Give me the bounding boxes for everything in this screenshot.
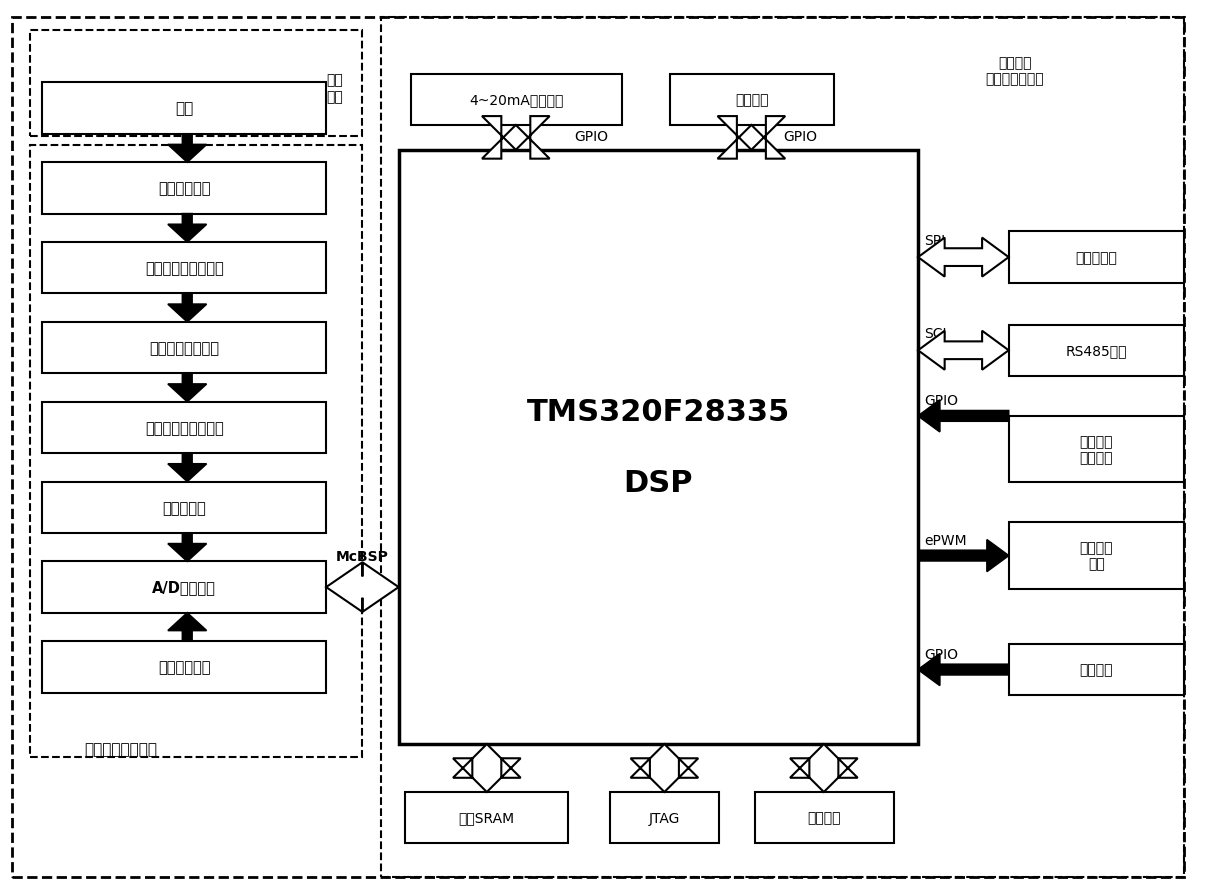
Text: 无源晶振电路: 无源晶振电路 bbox=[158, 660, 210, 674]
Text: 电源掉电
监测电路: 电源掉电 监测电路 bbox=[1080, 434, 1113, 465]
Polygon shape bbox=[168, 454, 207, 482]
FancyBboxPatch shape bbox=[1009, 416, 1184, 483]
Polygon shape bbox=[168, 533, 207, 562]
Polygon shape bbox=[453, 744, 521, 792]
Text: GPIO: GPIO bbox=[574, 130, 608, 144]
Polygon shape bbox=[168, 214, 207, 243]
Polygon shape bbox=[718, 117, 785, 159]
FancyBboxPatch shape bbox=[42, 243, 326, 294]
FancyBboxPatch shape bbox=[610, 792, 719, 843]
Text: A/D采样电路: A/D采样电路 bbox=[152, 580, 216, 595]
Text: 4~20mA电流输出: 4~20mA电流输出 bbox=[469, 93, 564, 107]
FancyBboxPatch shape bbox=[1009, 644, 1184, 696]
Text: 第一级交流放大电路: 第一级交流放大电路 bbox=[145, 261, 223, 276]
Polygon shape bbox=[168, 613, 207, 641]
Text: 复位电路: 复位电路 bbox=[1080, 663, 1113, 677]
FancyBboxPatch shape bbox=[42, 402, 326, 454]
Polygon shape bbox=[918, 331, 1009, 370]
Polygon shape bbox=[168, 294, 207, 323]
FancyBboxPatch shape bbox=[1009, 325, 1184, 377]
Text: ePWM: ePWM bbox=[924, 533, 966, 548]
FancyBboxPatch shape bbox=[405, 792, 568, 843]
FancyBboxPatch shape bbox=[42, 323, 326, 374]
Text: JTAG: JTAG bbox=[649, 811, 680, 825]
Text: 外扩SRAM: 外扩SRAM bbox=[458, 811, 515, 825]
FancyBboxPatch shape bbox=[670, 74, 834, 126]
Text: 第二级交流放大电路: 第二级交流放大电路 bbox=[145, 421, 223, 435]
Text: GPIO: GPIO bbox=[924, 393, 958, 408]
Text: 信号调理采集模块: 信号调理采集模块 bbox=[85, 742, 157, 756]
Text: RS485电路: RS485电路 bbox=[1065, 344, 1127, 358]
Text: 有源晶振: 有源晶振 bbox=[808, 811, 841, 825]
Text: 隔离放大电路: 隔离放大电路 bbox=[158, 182, 210, 196]
FancyBboxPatch shape bbox=[399, 151, 918, 744]
Polygon shape bbox=[168, 135, 207, 163]
FancyBboxPatch shape bbox=[42, 83, 326, 135]
Text: 地
址
线: 地 址 线 bbox=[661, 745, 668, 788]
Polygon shape bbox=[918, 654, 1009, 686]
Polygon shape bbox=[918, 400, 1009, 432]
Text: TMS320F28335: TMS320F28335 bbox=[527, 398, 790, 426]
FancyBboxPatch shape bbox=[1009, 523, 1184, 589]
Polygon shape bbox=[168, 374, 207, 402]
FancyBboxPatch shape bbox=[42, 562, 326, 613]
Text: DSP: DSP bbox=[623, 469, 693, 497]
Text: 脉冲输出
电路: 脉冲输出 电路 bbox=[1080, 540, 1113, 571]
Text: 数字信号
处理与控制模块: 数字信号 处理与控制模块 bbox=[986, 56, 1044, 86]
Text: 一次
仪表: 一次 仪表 bbox=[326, 74, 343, 104]
Text: 人机接口: 人机接口 bbox=[736, 93, 768, 107]
FancyBboxPatch shape bbox=[411, 74, 622, 126]
Text: GPIO: GPIO bbox=[924, 647, 958, 661]
Polygon shape bbox=[482, 117, 550, 159]
Text: SCI: SCI bbox=[924, 327, 947, 341]
Text: 去直流电路: 去直流电路 bbox=[162, 501, 207, 515]
Polygon shape bbox=[326, 563, 399, 612]
Text: 铁电存储器: 铁电存储器 bbox=[1075, 251, 1117, 265]
Polygon shape bbox=[918, 238, 1009, 277]
Text: 电极: 电极 bbox=[175, 102, 193, 116]
Polygon shape bbox=[631, 744, 698, 792]
Polygon shape bbox=[790, 744, 858, 792]
FancyBboxPatch shape bbox=[42, 641, 326, 693]
FancyBboxPatch shape bbox=[42, 482, 326, 533]
Text: 数
据
线: 数 据 线 bbox=[483, 745, 490, 788]
Text: 八阶低通滤波电路: 八阶低通滤波电路 bbox=[150, 341, 219, 355]
FancyBboxPatch shape bbox=[1009, 232, 1184, 284]
Text: SPI: SPI bbox=[924, 234, 945, 248]
Text: GPIO: GPIO bbox=[783, 130, 817, 144]
FancyBboxPatch shape bbox=[755, 792, 894, 843]
Polygon shape bbox=[918, 540, 1009, 572]
FancyBboxPatch shape bbox=[42, 163, 326, 214]
Text: McBSP: McBSP bbox=[336, 549, 389, 563]
